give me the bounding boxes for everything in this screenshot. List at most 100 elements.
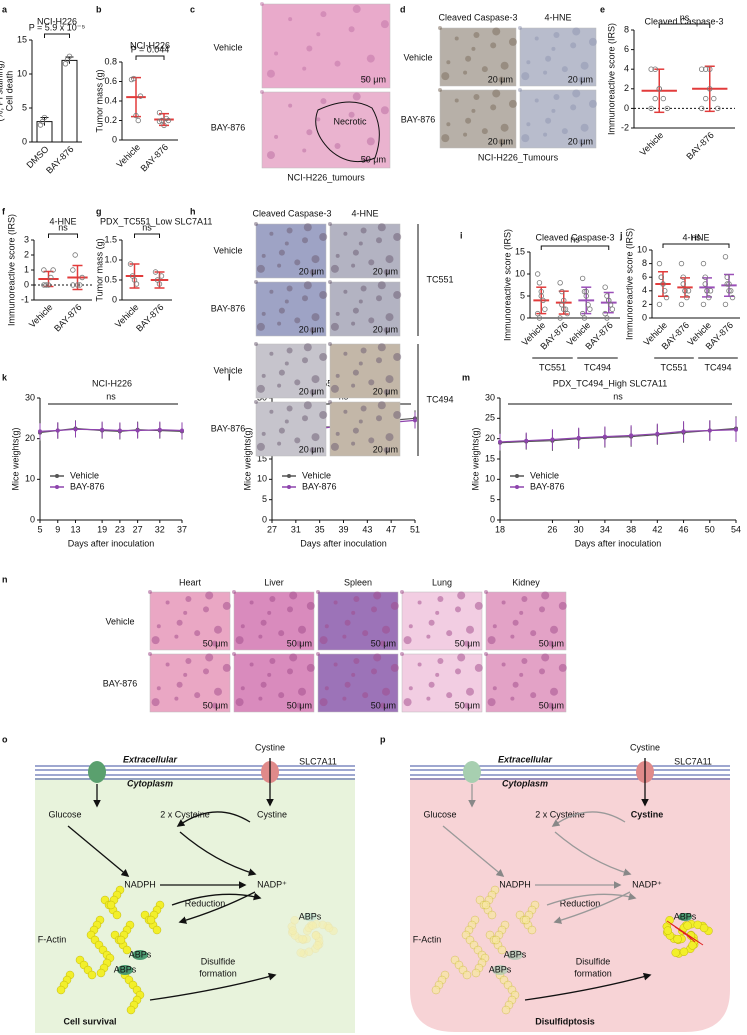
tissue-texture bbox=[437, 657, 444, 664]
tissue-texture bbox=[232, 590, 236, 594]
tissue-texture bbox=[319, 352, 328, 361]
data-point bbox=[728, 288, 734, 294]
x-tick-label: 27 bbox=[267, 524, 277, 534]
series-line bbox=[499, 427, 737, 444]
tissue-texture bbox=[235, 698, 244, 707]
panel-label: k bbox=[2, 372, 8, 382]
tissue-texture bbox=[484, 652, 488, 656]
tissue-texture bbox=[284, 299, 289, 304]
diagram-text: ABPs bbox=[129, 949, 152, 959]
column-label: 4-HNE bbox=[351, 208, 378, 218]
diagram-text: 2 x Cysteine bbox=[535, 809, 585, 819]
actin-bead bbox=[671, 948, 680, 957]
x-tick-label: Vehicle bbox=[638, 130, 666, 158]
diagram-text: Cytoplasm bbox=[502, 778, 548, 788]
tissue-texture bbox=[500, 123, 509, 132]
panel-label: h bbox=[190, 206, 196, 216]
data-point bbox=[648, 66, 654, 72]
tissue-texture bbox=[393, 352, 402, 361]
panel-label: m bbox=[462, 372, 470, 382]
tissue-texture bbox=[249, 600, 254, 605]
y-tick-label: 10 bbox=[17, 68, 27, 78]
scale-label: 20 μm bbox=[488, 74, 513, 84]
tissue-texture bbox=[550, 687, 558, 696]
micrograph bbox=[519, 27, 597, 87]
bar bbox=[61, 59, 78, 143]
tissue-texture bbox=[551, 108, 556, 113]
tissue-texture bbox=[319, 698, 328, 707]
tissue-texture bbox=[256, 264, 265, 273]
tissue-texture bbox=[302, 148, 307, 153]
data-point bbox=[43, 282, 49, 288]
data-point bbox=[685, 288, 692, 294]
tissue-texture bbox=[311, 375, 320, 384]
tissue-texture bbox=[580, 123, 589, 132]
tissue-texture bbox=[578, 138, 585, 145]
group-label: TC494 bbox=[584, 362, 611, 372]
tissue-texture bbox=[376, 295, 382, 302]
scale-label: 20 μm bbox=[373, 266, 398, 276]
annotation-bracket bbox=[135, 55, 165, 60]
tissue-texture bbox=[358, 419, 363, 424]
annotation: ns bbox=[142, 222, 152, 232]
data-point bbox=[587, 306, 593, 312]
tissue-texture bbox=[222, 601, 231, 610]
tissue-texture bbox=[539, 668, 545, 675]
row-label: BAY-876 bbox=[211, 122, 246, 132]
tissue-texture bbox=[352, 427, 359, 434]
tissue-texture bbox=[348, 26, 355, 33]
tissue-texture bbox=[232, 652, 236, 656]
arrow bbox=[171, 892, 262, 906]
scale-label: 50 μm bbox=[455, 700, 480, 710]
tissue-texture bbox=[260, 2, 264, 6]
marker bbox=[602, 434, 607, 439]
annotation-bracket bbox=[658, 23, 711, 28]
data-point bbox=[156, 281, 163, 287]
y-tick-label: 0 bbox=[30, 514, 35, 524]
y-tick-label: 0 bbox=[490, 514, 495, 524]
series-line bbox=[39, 428, 183, 432]
actin-bead bbox=[673, 934, 682, 944]
data-point bbox=[534, 271, 541, 277]
data-point bbox=[70, 282, 76, 288]
tissue-texture bbox=[481, 128, 488, 135]
tissue-texture bbox=[156, 624, 161, 629]
y-tick-label: 20 bbox=[25, 433, 35, 443]
tissue-texture bbox=[194, 630, 201, 637]
tissue-texture bbox=[473, 31, 480, 38]
y-tick-label: 2 bbox=[642, 299, 647, 309]
data-point bbox=[678, 301, 685, 308]
actin-bead bbox=[311, 931, 321, 940]
tissue-texture bbox=[403, 636, 412, 645]
row-label: BAY-876 bbox=[401, 114, 436, 124]
actin-bead bbox=[679, 947, 689, 956]
tissue-texture bbox=[351, 441, 356, 446]
data-point bbox=[700, 301, 707, 308]
tissue-texture bbox=[303, 343, 312, 352]
scale-label: 20 μm bbox=[299, 444, 324, 454]
tissue-texture bbox=[261, 311, 266, 316]
tissue-texture bbox=[380, 20, 389, 29]
tissue-texture bbox=[474, 663, 483, 672]
diagram-text: Cytoplasm bbox=[127, 778, 173, 788]
tissue-texture bbox=[561, 66, 568, 73]
tissue-texture bbox=[274, 51, 279, 56]
legend-marker bbox=[55, 485, 59, 489]
tissue-texture bbox=[519, 610, 524, 615]
data-point bbox=[724, 274, 730, 280]
marker bbox=[117, 428, 122, 433]
diagram-text: ABPs bbox=[114, 964, 137, 974]
y-tick-label: -1 bbox=[21, 294, 29, 304]
data-point bbox=[581, 288, 588, 295]
tissue-texture bbox=[360, 347, 367, 354]
tissue-texture bbox=[380, 106, 389, 115]
tissue-texture bbox=[302, 415, 308, 422]
column-label: Cleaved Caspase-3 bbox=[438, 12, 517, 22]
tissue-texture bbox=[306, 129, 313, 136]
tissue-texture bbox=[309, 447, 316, 454]
tissue-texture bbox=[471, 108, 476, 113]
caption: NCI-H226_Tumours bbox=[478, 152, 559, 162]
data-point bbox=[158, 273, 165, 279]
data-point bbox=[707, 86, 713, 92]
data-point bbox=[561, 306, 567, 312]
